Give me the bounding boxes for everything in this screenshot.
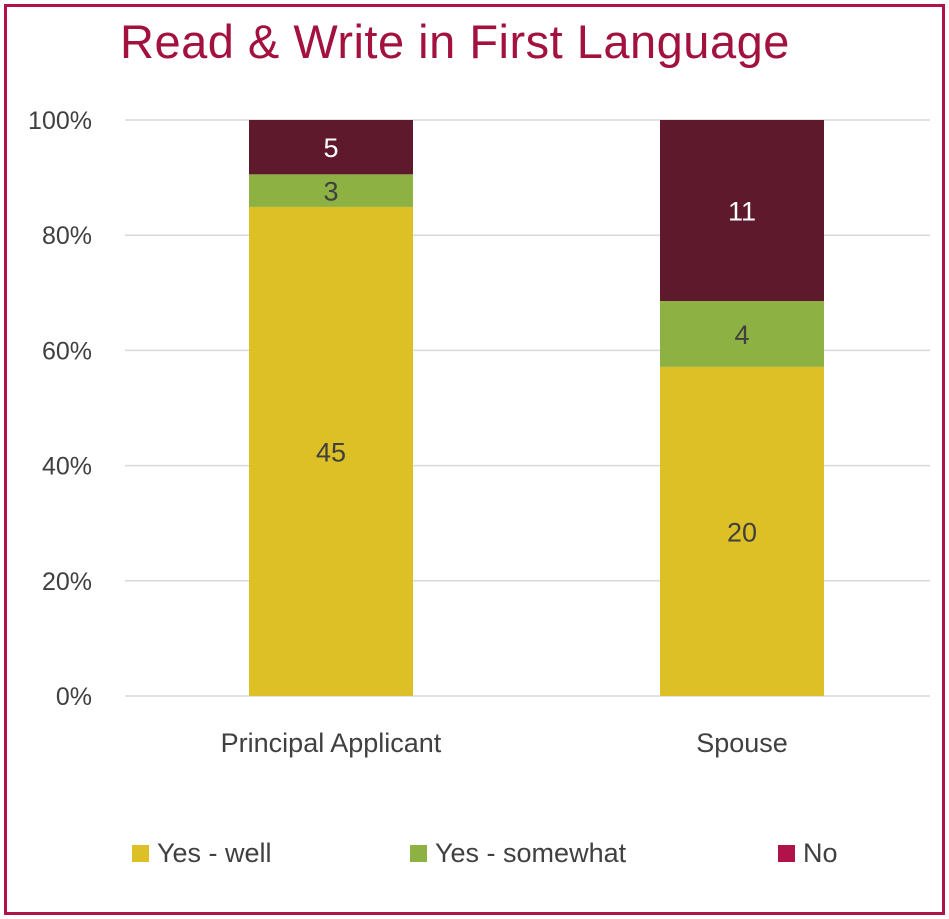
chart-legend: Yes - well Yes - somewhat No [0,838,949,878]
legend-label: Yes - well [157,838,272,868]
bar-segment [249,120,413,175]
legend-label: Yes - somewhat [435,838,627,868]
bar-segment [660,120,824,302]
bar-segment [249,206,413,696]
y-tick-label: 100% [28,107,92,135]
data-label: 3 [323,177,338,207]
legend-label: No [803,838,838,868]
y-tick-label: 0% [56,683,92,711]
chart-frame [4,4,945,915]
bar-segment [249,174,413,207]
bar-segment [660,301,824,367]
data-label: 20 [727,517,757,547]
legend-swatch [778,845,795,862]
y-tick-label: 20% [42,568,92,596]
bar-segment [660,366,824,696]
data-label: 11 [728,197,756,227]
data-label: 45 [316,437,346,467]
legend-item-yes-well: Yes - well [132,838,272,869]
x-category-label: Principal Applicant [221,728,442,758]
y-tick-label: 80% [42,222,92,250]
legend-swatch [410,845,427,862]
y-tick-label: 60% [42,337,92,365]
legend-item-no: No [778,838,838,869]
x-category-label: Spouse [696,728,788,758]
data-label: 5 [323,133,338,163]
chart-title: Read & Write in First Language [120,15,790,68]
data-label: 4 [734,320,749,350]
y-tick-label: 40% [42,453,92,481]
legend-swatch [132,845,149,862]
legend-item-yes-somewhat: Yes - somewhat [410,838,626,869]
